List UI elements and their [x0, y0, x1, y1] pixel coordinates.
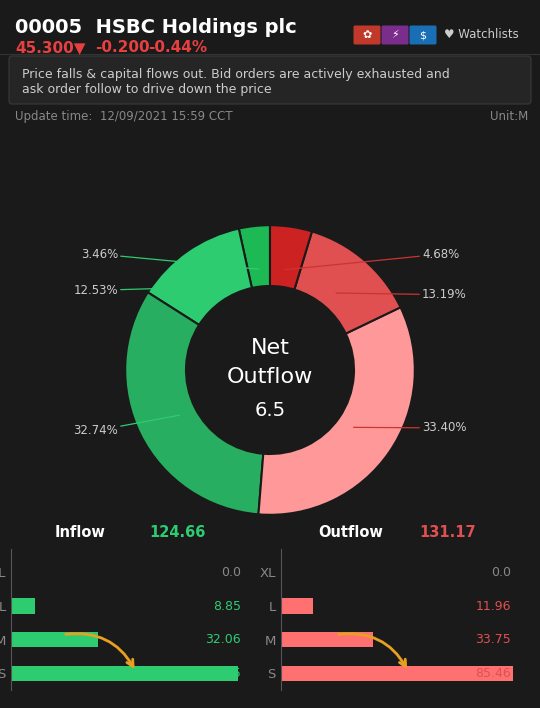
FancyBboxPatch shape	[354, 25, 381, 45]
Text: 6.5: 6.5	[254, 401, 286, 420]
Bar	[11, 598, 35, 614]
Bar	[11, 632, 98, 647]
Text: 0.0: 0.0	[221, 566, 241, 579]
Text: Net: Net	[251, 338, 289, 358]
FancyBboxPatch shape	[9, 56, 531, 104]
Text: Outflow: Outflow	[318, 525, 383, 540]
Text: 12.53%: 12.53%	[73, 284, 212, 297]
Text: 13.19%: 13.19%	[336, 288, 467, 301]
Text: 11.96: 11.96	[475, 600, 511, 612]
Bar	[281, 666, 513, 681]
Text: 32.74%: 32.74%	[73, 415, 179, 438]
Bar	[281, 598, 313, 614]
Text: 4.68%: 4.68%	[285, 248, 460, 270]
Text: Outflow: Outflow	[227, 367, 313, 387]
Text: 8.85: 8.85	[213, 600, 241, 612]
FancyBboxPatch shape	[381, 25, 408, 45]
Wedge shape	[239, 225, 270, 288]
Text: Unit:M: Unit:M	[490, 110, 528, 123]
Text: 0.0: 0.0	[491, 566, 511, 579]
Text: 00005  HSBC Holdings plc: 00005 HSBC Holdings plc	[15, 18, 297, 37]
Text: ✿: ✿	[362, 30, 372, 40]
Wedge shape	[270, 225, 312, 290]
Text: 83.75: 83.75	[205, 667, 241, 680]
Wedge shape	[125, 292, 264, 514]
Text: 131.17: 131.17	[420, 525, 476, 540]
Text: 33.75: 33.75	[475, 633, 511, 646]
Text: 124.66: 124.66	[150, 525, 206, 540]
Text: -0.44%: -0.44%	[148, 40, 207, 55]
FancyBboxPatch shape	[409, 25, 436, 45]
Text: 3.46%: 3.46%	[80, 248, 259, 269]
Wedge shape	[259, 307, 415, 515]
Text: 85.46: 85.46	[475, 667, 511, 680]
Text: ⚡: ⚡	[391, 30, 399, 40]
Text: 33.40%: 33.40%	[354, 421, 467, 435]
Text: 45.300▼: 45.300▼	[15, 40, 85, 55]
Bar	[11, 666, 238, 681]
Text: $: $	[420, 30, 427, 40]
Text: ask order follow to drive down the price: ask order follow to drive down the price	[22, 83, 272, 96]
Bar	[281, 632, 373, 647]
Wedge shape	[294, 232, 401, 333]
Text: Price falls & capital flows out. Bid orders are actively exhausted and: Price falls & capital flows out. Bid ord…	[22, 68, 450, 81]
Text: 32.06: 32.06	[205, 633, 241, 646]
Text: ♥ Watchlists: ♥ Watchlists	[444, 28, 519, 42]
Text: Inflow: Inflow	[55, 525, 106, 540]
Text: Update time:  12/09/2021 15:59 CCT: Update time: 12/09/2021 15:59 CCT	[15, 110, 233, 123]
Text: -0.200: -0.200	[95, 40, 150, 55]
Wedge shape	[148, 229, 252, 325]
